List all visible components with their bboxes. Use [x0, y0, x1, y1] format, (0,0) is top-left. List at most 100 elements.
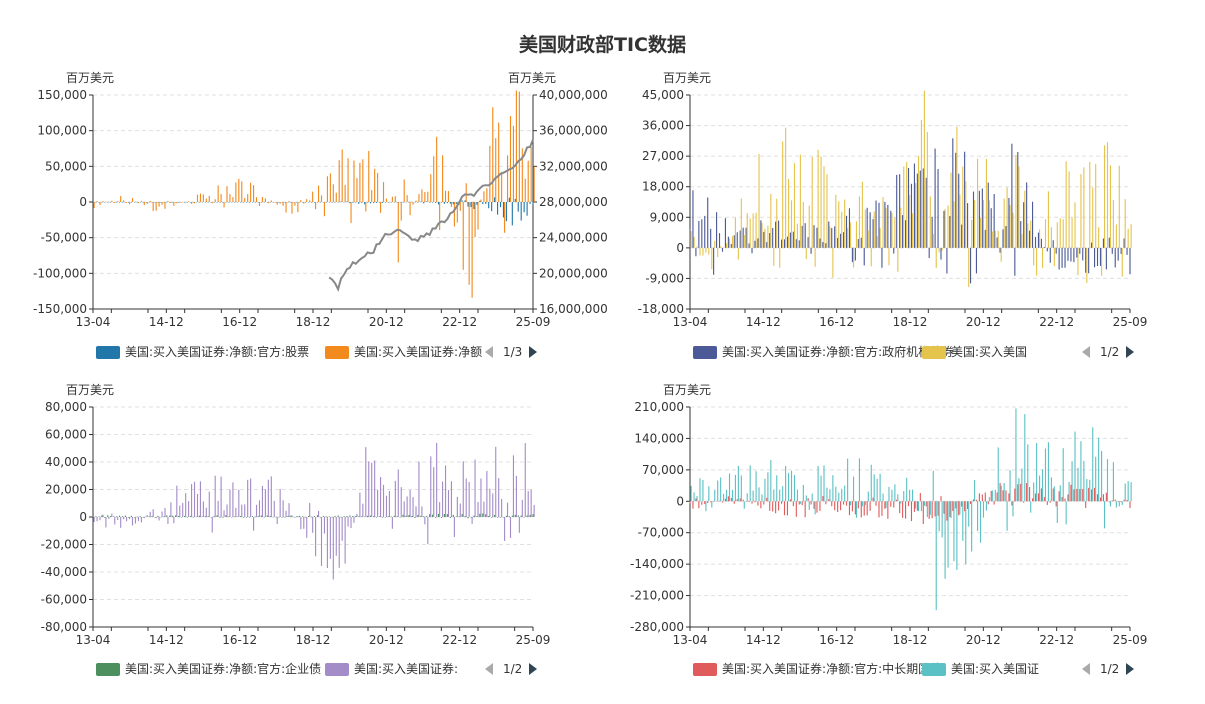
legend-next-arrow-icon[interactable] — [529, 346, 537, 358]
x-tick-label: 18-12 — [296, 633, 331, 647]
bar — [356, 513, 358, 517]
legend-prev-arrow-icon[interactable] — [1082, 663, 1090, 675]
bar — [437, 513, 440, 517]
x-tick-label: 25-09 — [516, 633, 551, 647]
bar — [801, 501, 803, 506]
bar — [975, 247, 978, 274]
bar — [93, 202, 95, 209]
legend-swatch[interactable] — [693, 346, 717, 359]
bar — [1064, 247, 1066, 268]
legend-swatch[interactable] — [96, 346, 120, 359]
bar — [705, 247, 707, 253]
bar — [1017, 484, 1019, 502]
bar — [693, 236, 695, 248]
bar — [922, 168, 924, 248]
bar — [928, 247, 930, 259]
bar — [961, 224, 963, 248]
bar — [1023, 501, 1025, 503]
bar — [1082, 247, 1084, 261]
legend-swatch[interactable] — [922, 663, 946, 676]
x-tick-label: 14-12 — [149, 633, 184, 647]
bar — [133, 202, 135, 203]
bar — [267, 479, 269, 517]
legend-label[interactable]: 美国:买入美国证券:净额:官方:政府机构债券 — [722, 344, 954, 359]
bar — [1089, 161, 1091, 248]
legend-swatch[interactable] — [96, 663, 120, 676]
bar — [813, 225, 815, 248]
bar — [309, 502, 311, 517]
bar — [798, 240, 800, 248]
bar — [424, 517, 426, 525]
legend-next-arrow-icon[interactable] — [1126, 663, 1134, 675]
bar — [947, 205, 949, 248]
bar — [178, 202, 180, 203]
legend-prev-arrow-icon[interactable] — [485, 663, 493, 675]
bar — [1005, 490, 1007, 502]
legend-next-arrow-icon[interactable] — [529, 663, 537, 675]
bar — [905, 501, 907, 519]
legend-label[interactable]: 美国:买入美国证券:净额:官方:中长期国债 — [722, 661, 942, 676]
bar — [990, 208, 992, 248]
bar — [92, 202, 94, 203]
legend-label[interactable]: 美国:买入美国证 — [951, 662, 1039, 676]
legend-label[interactable]: 美国:买入美国证券:净额:官方:股票 — [125, 344, 309, 359]
bar — [222, 202, 224, 203]
legend-label[interactable]: 美国:买入美国证券:净额:官方:企业债 — [125, 661, 321, 676]
bar — [934, 501, 936, 517]
bar — [710, 501, 712, 503]
bar — [473, 515, 475, 517]
bar — [857, 239, 859, 248]
legend-prev-arrow-icon[interactable] — [485, 346, 493, 358]
legend-swatch[interactable] — [325, 663, 349, 676]
bar — [114, 202, 116, 203]
y-tick-label: -150,000 — [33, 302, 87, 316]
legend-label[interactable]: 美国:买入美国 — [951, 345, 1027, 359]
bar — [408, 514, 410, 517]
bar — [473, 202, 475, 210]
legend-label[interactable]: 美国:买入美国证券: — [354, 661, 458, 676]
bar — [737, 465, 739, 502]
bar — [1108, 501, 1110, 503]
bar — [121, 516, 124, 517]
legend-swatch[interactable] — [922, 346, 946, 359]
legend-page-indicator: 1/2 — [1100, 662, 1119, 676]
page-title: 美国财政部TIC数据 — [519, 34, 686, 56]
bar — [284, 517, 286, 518]
bar — [1043, 246, 1045, 248]
bar — [124, 515, 127, 517]
bar — [899, 501, 901, 514]
bar — [456, 496, 458, 517]
bar — [189, 516, 192, 517]
bar — [1014, 488, 1016, 502]
legend-swatch[interactable] — [325, 346, 349, 359]
bar — [142, 202, 144, 203]
legend-label[interactable]: 美国:买入美国证券:净额 — [354, 344, 482, 359]
bar — [196, 494, 199, 517]
legend-swatch[interactable] — [693, 663, 717, 676]
bar — [826, 174, 828, 248]
bar — [1020, 483, 1022, 502]
bar — [1046, 501, 1048, 505]
legend-next-arrow-icon[interactable] — [1126, 346, 1134, 358]
bar — [204, 202, 206, 203]
bar — [219, 517, 221, 518]
legend-prev-arrow-icon[interactable] — [1082, 346, 1090, 358]
bar — [520, 202, 522, 221]
bar — [838, 201, 840, 248]
bar — [114, 517, 116, 525]
bar — [1089, 479, 1091, 502]
bar — [143, 202, 145, 206]
bar — [468, 202, 470, 285]
bar — [890, 210, 892, 248]
y-tick-label: 0 — [79, 510, 87, 524]
bar — [432, 514, 434, 517]
bar — [278, 517, 280, 518]
bar — [316, 202, 318, 203]
bar — [501, 171, 503, 202]
bar — [819, 238, 821, 248]
bar — [270, 476, 272, 517]
bar — [285, 202, 287, 213]
bar — [878, 501, 880, 518]
bar — [149, 511, 151, 517]
y-tick-label: 0 — [79, 195, 87, 209]
